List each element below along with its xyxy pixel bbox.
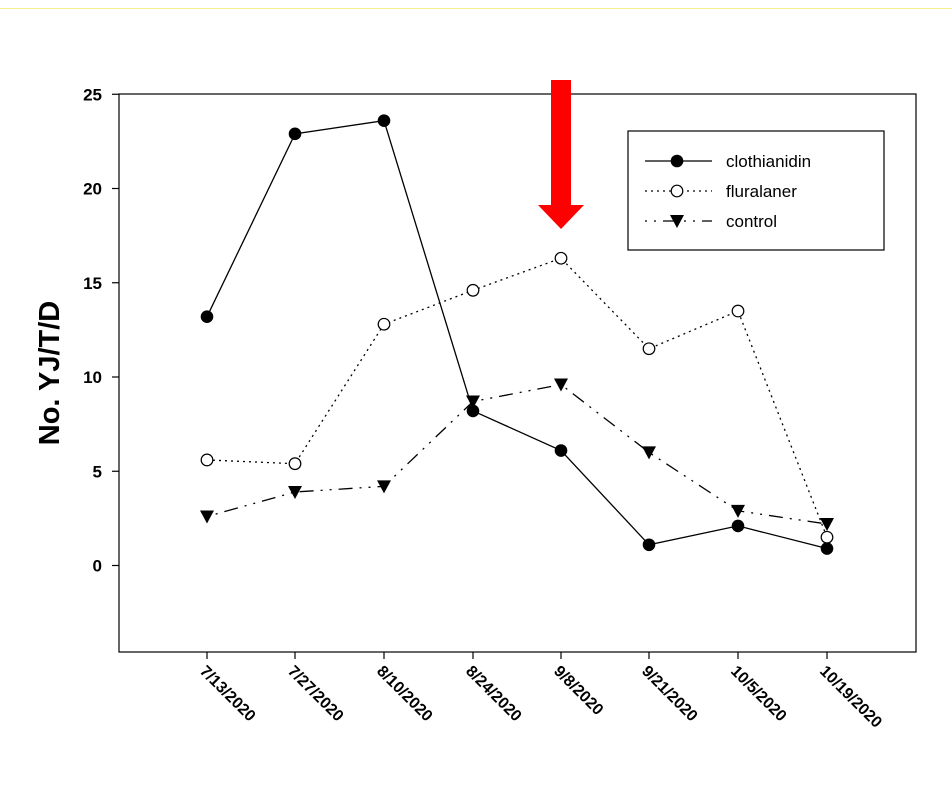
- x-tick-label: 8/24/2020: [462, 663, 524, 725]
- data-point-control: [554, 378, 568, 392]
- data-point-control: [642, 446, 656, 460]
- data-point-fluralaner: [642, 342, 656, 356]
- data-point-control: [288, 485, 302, 499]
- x-tick-label: 9/21/2020: [638, 663, 700, 725]
- x-axis-ticks: 7/13/2020 7/27/2020 8/10/2020 8/24/2020 9/8/…: [196, 652, 885, 732]
- y-tick-label: 20: [83, 180, 102, 199]
- legend-marker: [670, 184, 684, 198]
- data-point-clothianidin: [377, 114, 391, 127]
- y-tick-label: 0: [93, 557, 102, 576]
- series-fluralaner: [200, 251, 834, 544]
- data-point-clothianidin: [820, 542, 834, 555]
- data-point-control: [731, 504, 745, 518]
- data-point-clothianidin: [288, 127, 302, 141]
- x-tick-label: 10/5/2020: [727, 663, 789, 725]
- data-point-clothianidin: [731, 519, 745, 533]
- series-line-fluralaner: [206, 257, 828, 538]
- data-point-control: [820, 518, 834, 532]
- data-point-fluralaner: [377, 317, 391, 331]
- legend-item-clothianidin: clothianidin: [645, 152, 811, 171]
- x-tick-label: 7/27/2020: [284, 663, 346, 725]
- data-point-fluralaner: [731, 304, 745, 318]
- legend-label: fluralaner: [726, 182, 797, 201]
- series-line-clothianidin: [206, 119, 828, 550]
- plot-frame: [118, 93, 917, 653]
- series-group: [200, 114, 834, 555]
- legend-marker: [670, 154, 684, 168]
- data-point-fluralaner: [288, 457, 302, 471]
- y-axis-label: No. YJ/T/D: [34, 301, 66, 446]
- data-point-control: [200, 510, 214, 524]
- legend-label: control: [726, 212, 777, 231]
- data-point-clothianidin: [200, 310, 214, 323]
- top-border-line: [0, 8, 952, 9]
- data-point-control: [466, 395, 480, 409]
- y-tick-label: 15: [83, 274, 102, 293]
- data-point-control: [377, 480, 391, 494]
- y-tick-label: 5: [93, 462, 102, 481]
- legend-label: clothianidin: [726, 152, 811, 171]
- series-line-control: [206, 383, 828, 525]
- data-point-clothianidin: [554, 444, 568, 457]
- legend-item-fluralaner: fluralaner: [645, 182, 797, 201]
- series-control: [200, 378, 834, 532]
- x-tick-label: 7/13/2020: [196, 663, 258, 725]
- annotation-arrow: [538, 80, 584, 229]
- y-tick-label: 10: [83, 368, 102, 387]
- data-point-fluralaner: [200, 453, 214, 467]
- y-tick-label: 25: [83, 85, 102, 104]
- annotation-arrow-group: [538, 80, 584, 229]
- legend-item-control: control: [645, 212, 777, 231]
- x-tick-label: 9/8/2020: [550, 663, 606, 719]
- x-tick-label: 8/10/2020: [373, 663, 435, 725]
- y-axis-ticks: 0 5 10 15 20 25: [83, 85, 119, 576]
- data-point-fluralaner: [820, 530, 834, 544]
- data-point-fluralaner: [466, 283, 480, 297]
- data-point-clothianidin: [642, 538, 656, 552]
- legend-marker: [670, 215, 684, 228]
- data-point-fluralaner: [554, 251, 568, 265]
- legend: clothianidin fluralaner control: [627, 130, 885, 251]
- x-tick-label: 10/19/2020: [816, 663, 885, 732]
